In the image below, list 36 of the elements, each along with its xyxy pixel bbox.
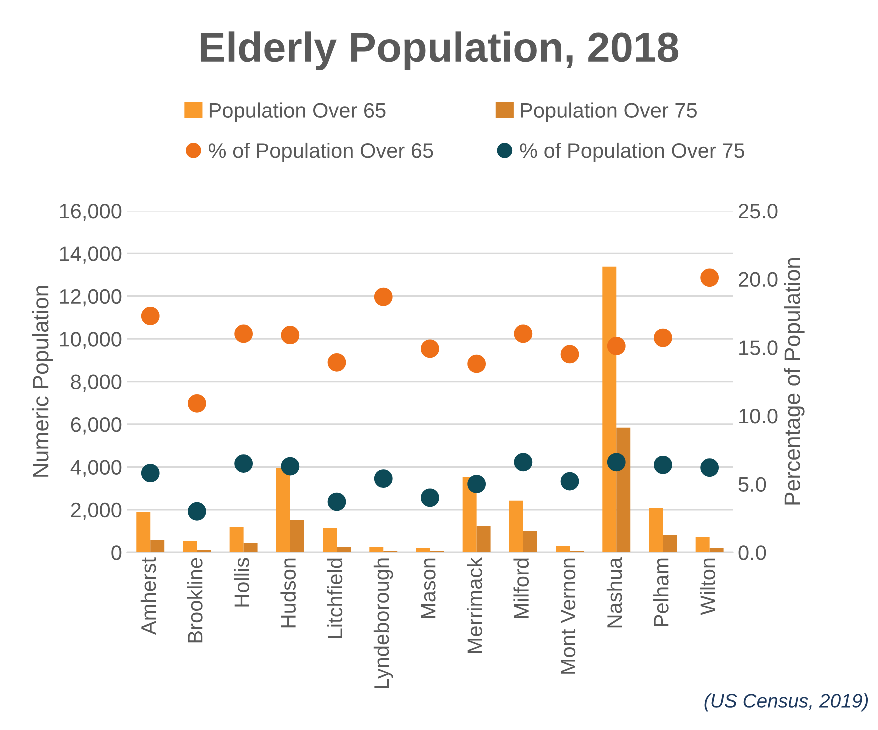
chart-title: Elderly Population, 2018 (200, 32, 679, 71)
x-tick-label: Hollis (234, 558, 250, 607)
x-tick-label: Brookline (188, 558, 203, 643)
y2-tick-label: 25.0 (739, 204, 778, 219)
y-tick-label: 2,000 (71, 502, 122, 520)
y2-tick-label: 15.0 (740, 340, 778, 356)
x-tick-label: Wilton (700, 558, 716, 616)
x-tick-label: Amherst (140, 558, 156, 635)
y2-tick-label: 20.0 (739, 272, 778, 288)
legend-label: Population Over 75 (521, 102, 697, 122)
y2-tick-label: 5.0 (738, 477, 766, 492)
x-tick-label: Pelham (654, 558, 669, 626)
y-tick-label: 16,000 (60, 204, 122, 222)
legend-label: % of Population Over 75 (520, 142, 744, 162)
y2-tick-label: 10.0 (740, 408, 778, 424)
x-tick-label: Nashua (606, 557, 622, 628)
y2-tick-label: 0.0 (738, 546, 766, 560)
y-tick-label: 8,000 (71, 374, 122, 392)
text: (US Census, 2019) (704, 694, 868, 712)
y-axis-title: Numeric Population (32, 286, 54, 477)
y-tick-label: 0 (112, 546, 122, 560)
y-tick-label: 6,000 (71, 417, 122, 435)
legend-label: % of Population Over 65 (209, 142, 434, 162)
x-tick-label: Mont Vernon (561, 558, 576, 674)
y-tick-label: 14,000 (60, 246, 122, 264)
x-tick-label: Merrimack (467, 557, 482, 653)
legend-label: Population Over 65 (210, 102, 386, 122)
x-tick-label: Lyndeborough (374, 558, 394, 688)
x-tick-label: Milford (514, 558, 530, 618)
x-tick-label: Hudson (280, 558, 296, 628)
x-tick-label: Mason (421, 558, 436, 618)
y-tick-label: 10,000 (60, 332, 122, 350)
x-tick-label: Litchfield (327, 558, 343, 638)
y2-axis-title: Percentage of Population (784, 258, 805, 505)
y-tick-label: 12,000 (60, 289, 122, 307)
y-tick-label: 4,000 (70, 460, 122, 478)
